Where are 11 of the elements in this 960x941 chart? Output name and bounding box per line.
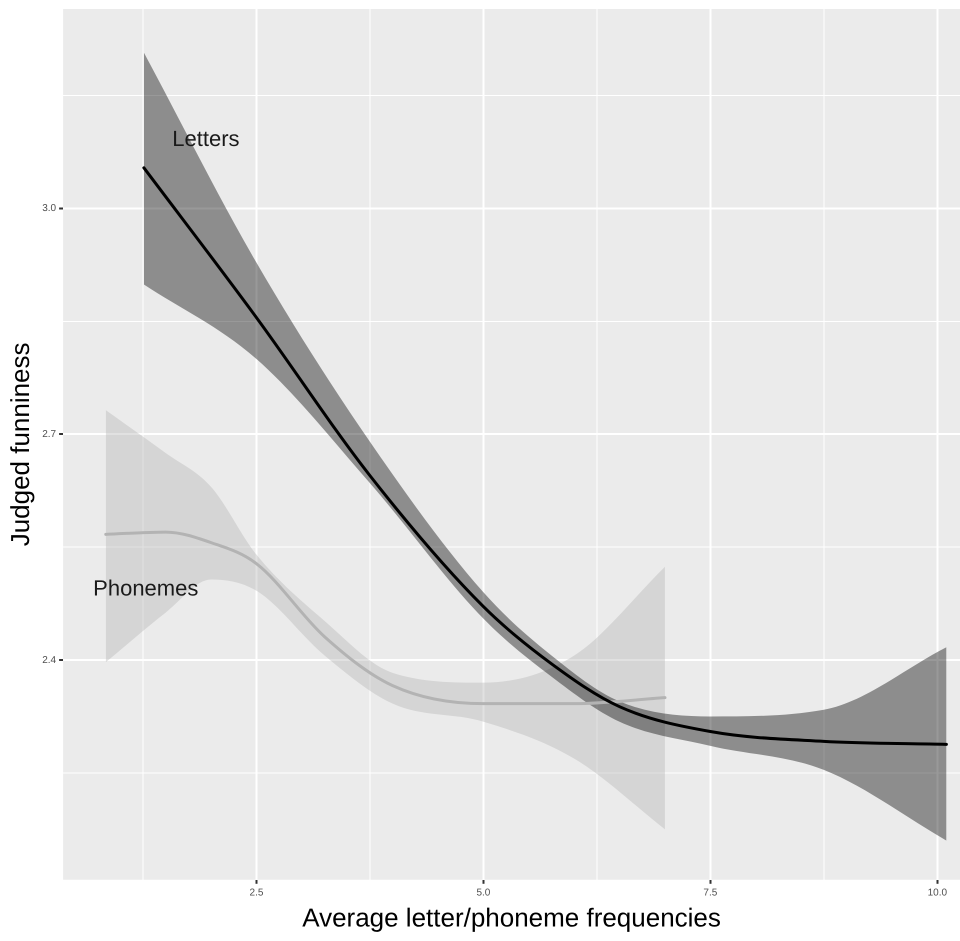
text: 3.0 (42, 203, 56, 214)
y-axis-title: Judged funniness (4, 342, 35, 546)
series-label: Phonemes (93, 575, 198, 600)
y-tick-label: 2.7 (42, 428, 57, 440)
series-label: Letters (172, 126, 240, 151)
x-tick-label: 7.5 (703, 888, 718, 899)
x-tick-label: 2.5 (250, 888, 264, 899)
text: 10.0 (928, 888, 948, 899)
text: 5.0 (476, 888, 490, 899)
y-tick-label: 2.4 (42, 654, 57, 666)
x-axis-title: Average letter/phoneme frequencies (302, 902, 721, 933)
